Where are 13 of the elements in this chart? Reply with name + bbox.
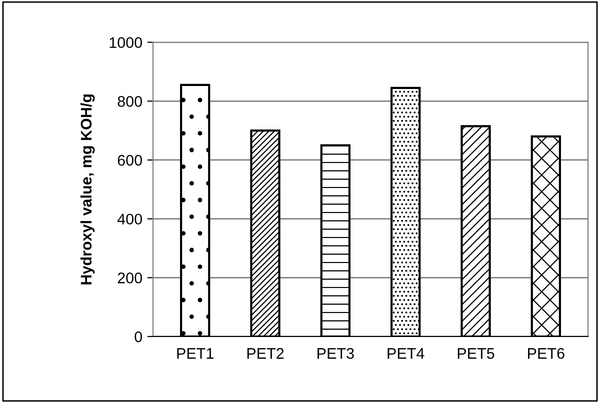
y-tick-label: 800: [118, 96, 142, 107]
x-tick-label: PET6: [528, 348, 564, 359]
x-tick-label: PET1: [177, 348, 214, 359]
y-tick-label: 200: [118, 272, 142, 284]
y-tick-label: 400: [117, 214, 142, 225]
x-tick-label: PET4: [388, 348, 424, 359]
y-axis-title: Hydroxyl value, mg KOH/g: [80, 94, 95, 284]
x-tick-label: PET5: [458, 348, 494, 359]
y-tick-label: 1000: [110, 37, 142, 48]
y-tick-label: 600: [118, 154, 142, 166]
x-tick-label: PET2: [247, 348, 284, 359]
x-tick-label: PET3: [318, 348, 354, 359]
y-tick-label: 0: [134, 331, 142, 342]
